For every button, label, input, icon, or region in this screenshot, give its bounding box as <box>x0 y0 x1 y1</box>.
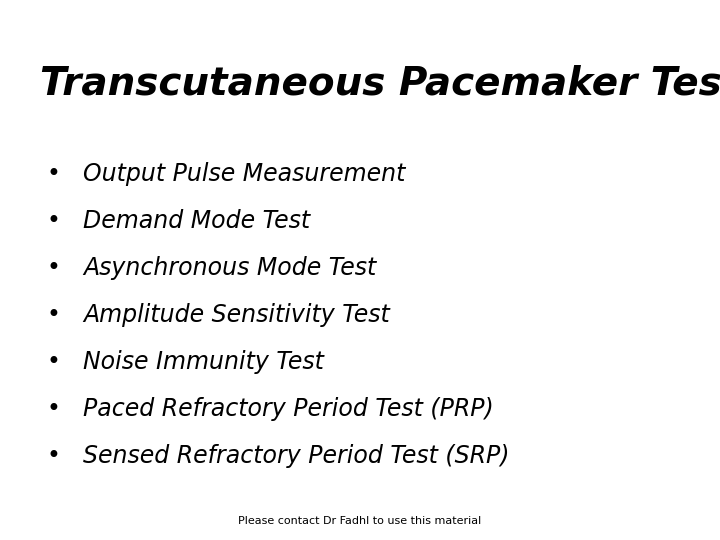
Text: •: • <box>47 444 60 468</box>
Text: Output Pulse Measurement: Output Pulse Measurement <box>83 162 405 186</box>
Text: Paced Refractory Period Test (PRP): Paced Refractory Period Test (PRP) <box>83 397 493 421</box>
Text: Sensed Refractory Period Test (SRP): Sensed Refractory Period Test (SRP) <box>83 444 509 468</box>
Text: Noise Immunity Test: Noise Immunity Test <box>83 350 324 374</box>
Text: •: • <box>47 303 60 327</box>
Text: Demand Mode Test: Demand Mode Test <box>83 209 310 233</box>
Text: Amplitude Sensitivity Test: Amplitude Sensitivity Test <box>83 303 390 327</box>
Text: Please contact Dr Fadhl to use this material: Please contact Dr Fadhl to use this mate… <box>238 516 482 526</box>
Text: Transcutaneous Pacemaker Tests: Transcutaneous Pacemaker Tests <box>40 65 720 103</box>
Text: •: • <box>47 162 60 186</box>
Text: Asynchronous Mode Test: Asynchronous Mode Test <box>83 256 376 280</box>
Text: •: • <box>47 397 60 421</box>
Text: •: • <box>47 209 60 233</box>
Text: •: • <box>47 350 60 374</box>
Text: •: • <box>47 256 60 280</box>
